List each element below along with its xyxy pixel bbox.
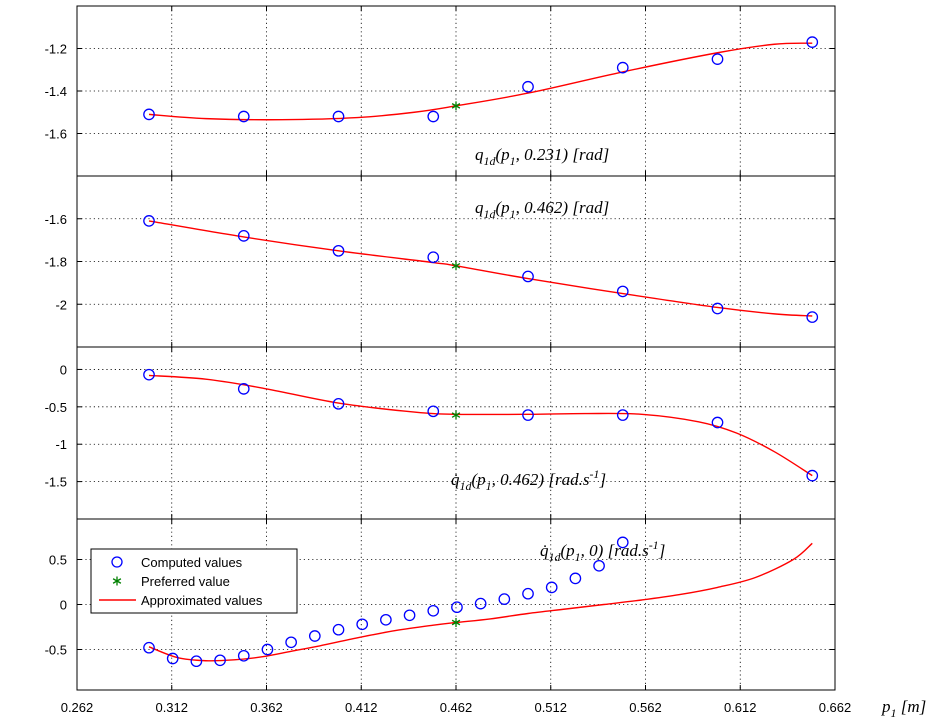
legend-entry: Computed values [141,555,243,570]
preferred-point [451,618,461,627]
y-tick-label: -1.6 [45,127,67,142]
computed-point [711,53,724,65]
x-tick-label: 0.462 [440,700,473,715]
computed-point [806,36,819,48]
legend-marker-preferred [112,576,122,586]
legend-box [90,548,298,614]
panel-annotation: q̇1d(p1, 0.462) [rad.s-1] [451,467,606,493]
computed-point [237,230,250,242]
panel-annotation: q1d(p1, 0.462) [rad] [475,198,609,221]
preferred-point [451,261,461,271]
computed-point [474,597,487,610]
y-tick-label: 0 [60,362,67,377]
y-tick-label: -1.6 [45,212,67,227]
x-tick-label: 0.262 [61,700,94,715]
panel-annotation: q̇1d(p1, 0) [rad.s-1] [540,538,665,564]
computed-point [451,601,463,614]
computed-point [522,409,534,421]
computed-point [332,397,345,410]
computed-point [380,613,392,626]
computed-point [522,587,534,600]
computed-point [143,108,155,121]
x-axis-label: p1 [m] [881,697,926,720]
x-tick-label: 0.562 [629,700,662,715]
legend-entry: Approximated values [141,593,263,608]
y-tick-label: -1.8 [45,255,67,270]
y-tick-label: -0.5 [45,643,67,658]
computed-point [214,654,226,667]
computed-point [403,609,416,622]
computed-point [593,559,605,572]
computed-point [332,623,345,636]
computed-point [332,110,345,123]
panel-annotation: q1d(p1, 0.231) [rad] [475,145,609,168]
y-tick-label: -1.5 [45,475,67,490]
panel-3: -1.5 -1 -0.5 0 q̇1d(p1, 0.462) [rad.s-1] [45,346,836,520]
computed-point [356,618,369,631]
y-tick-label: -1 [55,437,67,452]
legend-marker-computed [111,556,123,568]
computed-point [285,636,297,649]
x-tick-label: 0.412 [345,700,378,715]
computed-point [522,80,534,93]
panel-frame [76,518,836,691]
x-tick-label: 0.662 [819,700,852,715]
computed-point [616,409,629,421]
preferred-point [451,410,461,420]
computed-point [522,270,534,283]
computed-point [166,652,179,665]
computed-point [237,110,250,123]
computed-point [332,244,345,257]
x-tick-label: 0.512 [534,700,567,715]
computed-point [806,469,819,482]
computed-point [143,641,155,654]
y-tick-label: 0 [60,598,67,613]
y-tick-label: -1.4 [45,84,67,99]
y-tick-label: -0.5 [45,400,67,415]
approximated-line [148,374,813,477]
computed-point [190,655,203,668]
y-tick-label: 0.5 [49,553,67,568]
computed-point [616,285,629,298]
legend: Computed values Preferred value Approximat… [90,548,298,614]
computed-point [711,416,724,429]
x-tick-label: 0.362 [250,700,283,715]
x-tick-label: 0.312 [155,700,188,715]
chart-panels: -1.6 -1.4 -1.2 q1d(p1, 0.231) [rad] -2 -1.8 -1… [45,5,836,691]
computed-point [143,215,155,227]
computed-point [616,61,629,74]
computed-point [806,311,819,323]
y-tick-label: -2 [55,297,67,312]
computed-point [498,593,511,605]
computed-point [427,110,440,123]
legend-entry: Preferred value [141,574,230,589]
computed-point [616,536,629,549]
computed-point [545,581,558,594]
x-tick-label: 0.612 [724,700,757,715]
y-tick-label: -1.2 [45,42,67,57]
computed-point [261,643,274,656]
approximated-line [148,220,813,317]
x-axis: 0.262 0.312 0.362 0.412 0.462 0.512 0.562 0.612… [61,697,927,720]
computed-point [308,630,321,642]
computed-point [143,368,155,381]
approximated-line [148,42,813,121]
panel-1: -1.6 -1.4 -1.2 q1d(p1, 0.231) [rad] [45,5,836,177]
computed-point [237,383,250,395]
computed-point [427,251,440,264]
preferred-point [451,101,461,111]
computed-point [237,649,250,662]
computed-point [711,302,724,315]
panel-2: -2 -1.8 -1.6 q1d(p1, 0.462) [rad] [45,175,836,348]
computed-point [427,405,440,418]
computed-point [569,572,582,585]
computed-point [427,604,440,617]
